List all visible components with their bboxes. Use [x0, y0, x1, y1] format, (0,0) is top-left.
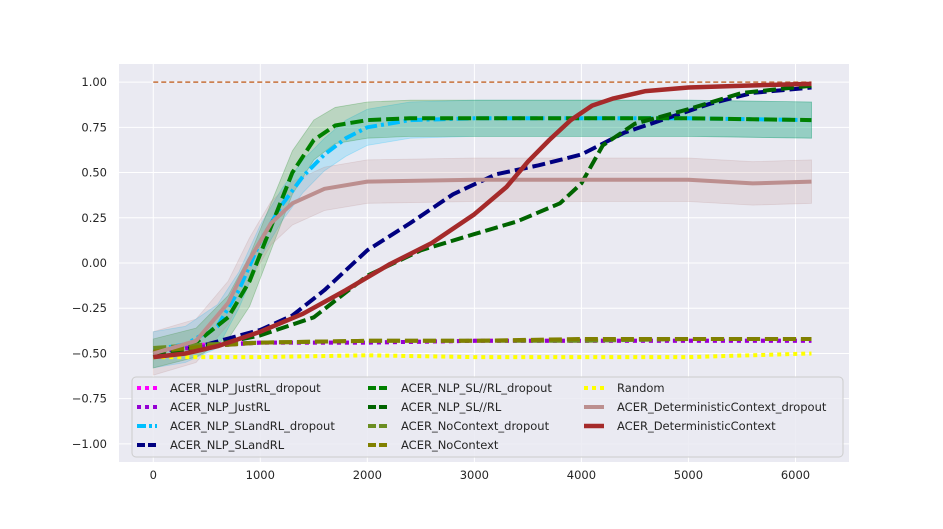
- legend-label: ACER_NLP_JustRL: [170, 400, 271, 414]
- x-tick-label: 1000: [246, 468, 275, 482]
- legend-label: ACER_DeterministicContext: [617, 419, 776, 433]
- band-acer-nlp-sl-rl-dropout: [152, 99, 812, 369]
- legend-label: ACER_NoContext_dropout: [401, 419, 550, 433]
- band-acer-deterministiccontext-dropout: [152, 157, 812, 376]
- y-tick-label: −0.50: [72, 346, 107, 360]
- x-tick-label: 0: [150, 468, 157, 482]
- x-tick-label: 3000: [460, 468, 489, 482]
- legend-label: ACER_NLP_SLandRL: [170, 438, 285, 452]
- y-tick-label: −1.00: [72, 437, 107, 451]
- legend-label: ACER_NoContext: [401, 438, 499, 452]
- y-tick-label: 0.25: [81, 211, 107, 225]
- x-tick-label: 6000: [781, 468, 810, 482]
- y-tick-label: 1.00: [81, 75, 107, 89]
- axis-ticks: 0 1000 2000 3000 4000 5000 6000 1.00 0.75 0.50 0.2…: [72, 75, 810, 482]
- legend-label: ACER_DeterministicContext_dropout: [617, 400, 827, 414]
- y-tick-label: −0.75: [72, 392, 107, 406]
- legend-label: ACER_NLP_SL//RL: [401, 400, 502, 414]
- x-tick-label: 4000: [567, 468, 596, 482]
- y-tick-label: −0.25: [72, 301, 107, 315]
- legend-label: ACER_NLP_SLandRL_dropout: [170, 419, 335, 433]
- series-line-acer-nlp-sl-rl-dropout: [152, 116, 812, 356]
- series-lines: [152, 81, 812, 360]
- series-line-acer-deterministiccontext: [153, 81, 812, 360]
- series-line-random: [153, 351, 812, 360]
- series-line-acer-nlp-justrl: [153, 338, 812, 354]
- series-line-acer-deterministiccontext-dropout: [152, 177, 812, 356]
- x-tick-label: 5000: [674, 468, 703, 482]
- y-tick-label: 0.50: [81, 166, 107, 180]
- y-tick-label: 0.75: [81, 120, 107, 134]
- legend-box: [131, 376, 844, 458]
- series-line-acer-nlp-sl-rl: [152, 83, 812, 360]
- legend: ACER_NLP_JustRL_dropout ACER_NLP_JustRL AC…: [131, 376, 844, 458]
- y-tick-label: 0.00: [81, 256, 107, 270]
- legend-label: Random: [617, 381, 665, 395]
- legend-label: ACER_NLP_JustRL_dropout: [170, 381, 321, 395]
- legend-label: ACER_NLP_SL//RL_dropout: [401, 381, 552, 395]
- x-tick-label: 2000: [353, 468, 382, 482]
